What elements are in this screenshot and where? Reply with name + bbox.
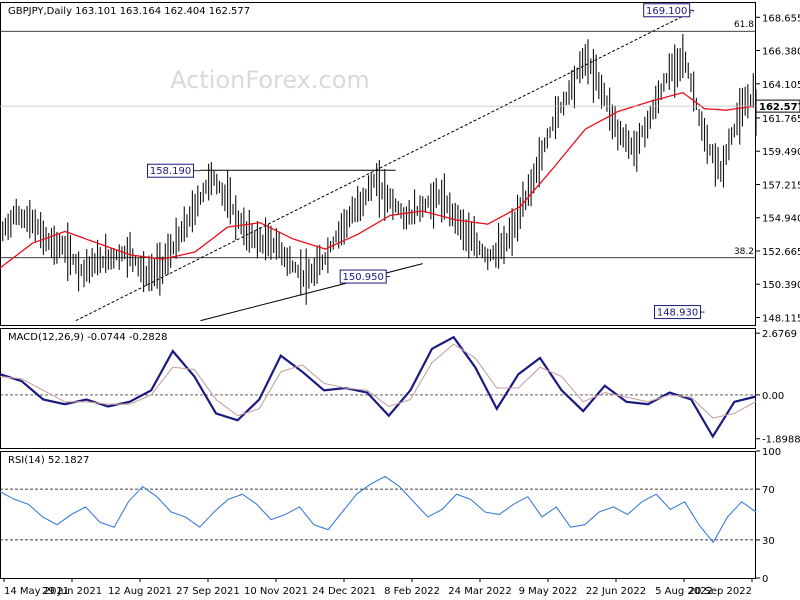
- moving-average-line: [0, 91, 754, 269]
- price-tick-label: 152.665: [762, 247, 800, 258]
- x-tick-label: 12 Aug 2021: [108, 586, 172, 597]
- price-tick-label: 159.490: [762, 147, 800, 158]
- price-tick-label: 154.940: [762, 214, 800, 225]
- macd-line: [0, 335, 757, 439]
- rsi-panel: [0, 451, 756, 579]
- x-tick-label: 29 Jun 2021: [42, 586, 102, 597]
- rsi-tick-label: 70: [762, 485, 775, 496]
- fib-label: 61.8: [734, 20, 754, 30]
- macd-tick-label: -1.8988: [762, 435, 800, 446]
- macd-tick-label: 0.00: [762, 391, 784, 402]
- price-annotation: 148.930: [654, 305, 705, 320]
- x-tick-label: 9 May 2022: [519, 586, 578, 597]
- price-tick-label: 164.105: [762, 80, 800, 91]
- last-price-label: 162.577: [759, 102, 800, 113]
- annotation-label: 148.930: [657, 308, 698, 319]
- price-tick-label: 148.115: [762, 313, 800, 324]
- x-tick-label: 10 Nov 2021: [244, 586, 308, 597]
- watermark: ActionForex.com: [170, 66, 370, 94]
- x-tick-label: 20 Sep 2022: [689, 586, 752, 597]
- rsi-header: RSI(14) 52.1827: [8, 455, 89, 466]
- fib-label: 38.2: [734, 247, 754, 257]
- price-tick-label: 150.390: [762, 280, 800, 291]
- price-tick-label: 166.380: [762, 47, 800, 58]
- annotation-label: 158.190: [150, 166, 191, 177]
- price-annotation: 169.100: [643, 3, 694, 18]
- x-tick-label: 8 Feb 2022: [384, 586, 440, 597]
- annotation-label: 169.100: [646, 6, 687, 17]
- chart-title: GBPJPY,Daily 163.101 163.164 162.404 162…: [8, 6, 250, 17]
- macd-header: MACD(12,26,9) -0.0744 -0.2828: [8, 332, 168, 343]
- x-tick-label: 22 Jun 2022: [586, 586, 646, 597]
- x-tick-label: 14 May 2021: [4, 586, 69, 597]
- rsi-tick-label: 0: [762, 574, 768, 585]
- x-tick-label: 24 Dec 2021: [312, 586, 376, 597]
- x-tick-label: 5 Aug 2022: [655, 586, 713, 597]
- rsi-tick-label: 100: [762, 447, 781, 458]
- price-annotation: 150.950: [339, 269, 391, 284]
- x-tick-label: 27 Sep 2021: [176, 586, 239, 597]
- rsi-line: [0, 475, 757, 544]
- macd-signal-line: [0, 343, 757, 419]
- last-price-marker: [755, 99, 800, 113]
- rsi-tick-label: 30: [762, 536, 775, 547]
- macd-panel: [0, 328, 756, 449]
- price-tick-label: 157.215: [762, 180, 800, 191]
- price-annotation: 158.190: [147, 163, 201, 178]
- price-tick-label: 161.765: [762, 114, 800, 125]
- annotation-label: 150.950: [343, 272, 384, 283]
- macd-tick-label: 2.6769: [762, 329, 797, 340]
- x-tick-label: 24 Mar 2022: [448, 586, 511, 597]
- price-tick-label: 168.655: [762, 13, 800, 24]
